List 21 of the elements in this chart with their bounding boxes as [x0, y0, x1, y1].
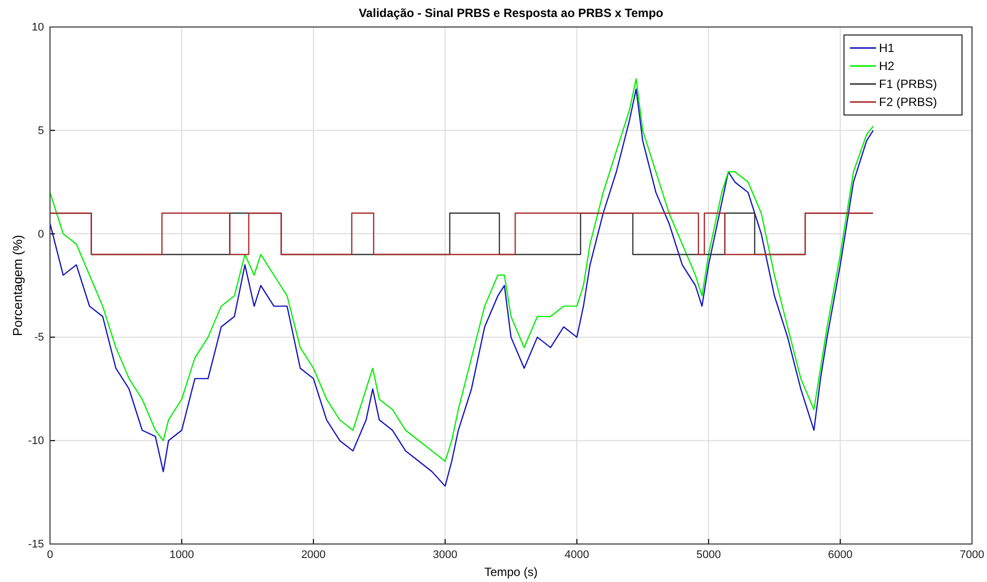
legend-label: F1 (PRBS) — [879, 77, 938, 91]
legend-label: F2 (PRBS) — [879, 95, 938, 109]
x-tick-label: 3000 — [432, 548, 458, 561]
x-tick-label: 0 — [46, 548, 54, 561]
x-tick-label: 6000 — [828, 548, 853, 561]
y-tick-label: 10 — [32, 22, 44, 34]
y-axis-title: Porcentagem (%) — [10, 234, 25, 336]
y-tick-label: 5 — [38, 124, 44, 137]
y-tick-label: -10 — [28, 435, 44, 448]
y-tick-label: -5 — [34, 332, 44, 344]
x-tick-label: 4000 — [564, 548, 590, 561]
x-tick-label: 5000 — [696, 548, 721, 561]
y-tick-label: 0 — [38, 228, 44, 240]
legend-label: H2 — [879, 59, 895, 73]
x-tick-label: 1000 — [169, 548, 194, 561]
x-axis-title: Tempo (s) — [484, 565, 538, 579]
x-tick-label: 2000 — [301, 548, 326, 561]
chart-title: Validação - Sinal PRBS e Resposta ao PRBS x Tempo — [358, 6, 664, 20]
y-tick-label: -15 — [28, 538, 44, 551]
legend-label: H1 — [879, 41, 895, 55]
x-tick-label: 7000 — [960, 548, 984, 561]
